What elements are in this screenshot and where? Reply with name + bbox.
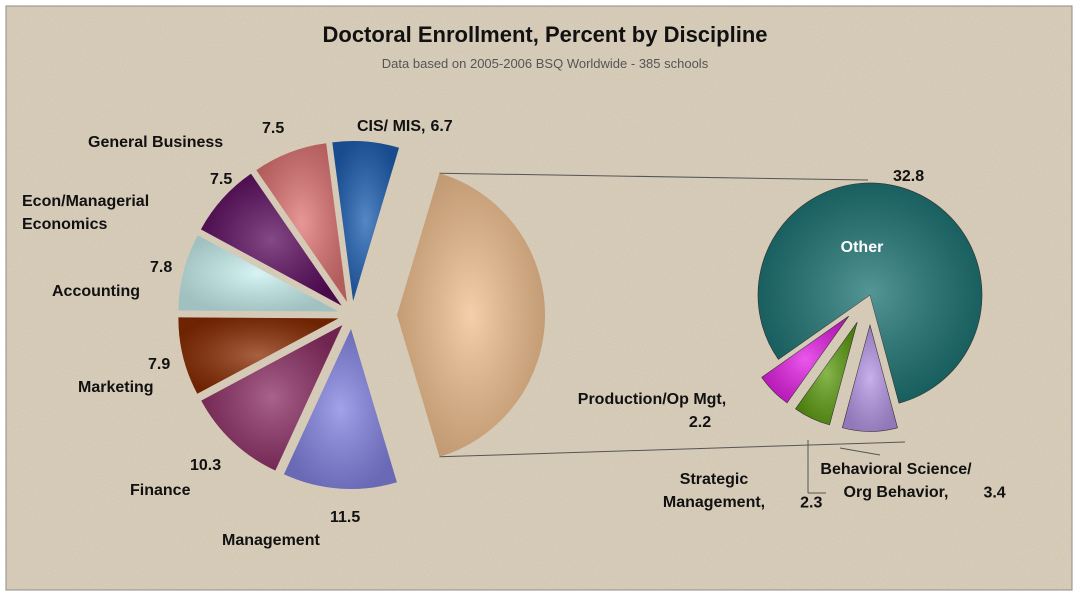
- category-label: Management: [222, 532, 320, 549]
- value-label: 2.3: [800, 494, 822, 511]
- slice-shade: [795, 322, 858, 425]
- category-label: Production/Op Mgt,: [578, 391, 726, 408]
- category-label: Finance: [130, 482, 191, 499]
- slice-shade: [397, 173, 545, 457]
- category-label: Behavioral Science/Org Behavior,: [820, 461, 972, 501]
- value-label: 7.9: [148, 356, 170, 373]
- slice-shade: [256, 143, 347, 302]
- category-label: CIS/ MIS,: [357, 118, 425, 135]
- value-label: 7.5: [262, 120, 284, 137]
- slice-shade: [201, 325, 343, 471]
- value-label: 7.8: [150, 259, 172, 276]
- chart-title: Doctoral Enrollment, Percent by Discipli…: [323, 22, 768, 47]
- value-label: 11.5: [330, 509, 360, 526]
- slice-shade: [842, 325, 898, 432]
- slice-shade: [178, 235, 339, 312]
- value-label: 2.2: [689, 414, 711, 431]
- slice-shade: [178, 317, 339, 394]
- slice-shade: [283, 328, 397, 489]
- slice-shade: [200, 173, 342, 306]
- slice-shade: [758, 183, 983, 404]
- slice-shade: [332, 141, 400, 302]
- connector-line: [439, 441, 906, 458]
- category-label: Other: [841, 239, 884, 256]
- connector-line: [439, 172, 869, 181]
- category-label: Marketing: [78, 379, 154, 396]
- category-label: Accounting: [52, 283, 140, 300]
- category-label: General Business: [88, 134, 223, 151]
- category-label: Econ/Managerial Economics: [22, 193, 149, 233]
- chart-subtitle: Data based on 2005-2006 BSQ Worldwide - …: [382, 56, 709, 71]
- value-label: 32.8: [893, 168, 924, 185]
- value-label: 3.4: [983, 484, 1005, 501]
- value-label: 10.3: [190, 457, 221, 474]
- leader-line: [839, 447, 881, 456]
- value-label: 6.7: [430, 118, 452, 135]
- value-label: 7.5: [210, 171, 232, 188]
- category-label: Strategic Management,: [663, 471, 765, 511]
- slice-shade: [761, 316, 849, 403]
